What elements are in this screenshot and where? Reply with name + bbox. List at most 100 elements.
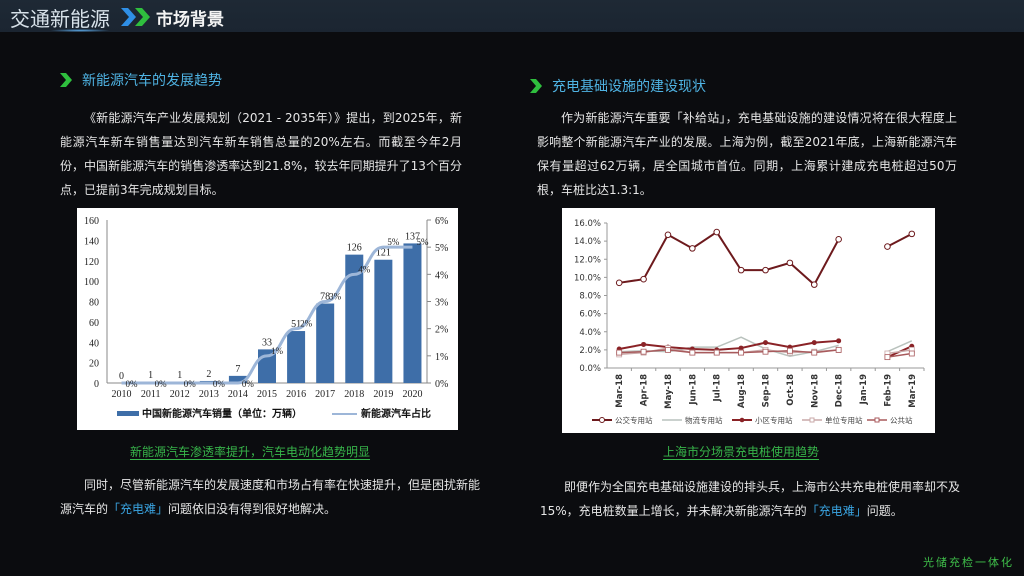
- svg-text:2020: 2020: [402, 389, 422, 400]
- svg-text:4%: 4%: [435, 270, 448, 281]
- left-caption: 新能源汽车渗透率提升，汽车电动化趋势明显: [130, 445, 371, 459]
- sales-chart-svg: 0 20 40 60 80 100 120 140 160 0% 1% 2% 3% 4% 5% 6% 0 2010…: [84, 216, 448, 420]
- svg-text:2011: 2011: [141, 389, 161, 400]
- svg-text:May-18: May-18: [664, 374, 674, 409]
- svg-text:14.0%: 14.0%: [574, 237, 601, 247]
- svg-text:40: 40: [89, 338, 99, 349]
- svg-text:2018: 2018: [344, 389, 364, 400]
- svg-text:2013: 2013: [199, 389, 219, 400]
- svg-text:Dec-18: Dec-18: [835, 374, 845, 407]
- svg-text:1: 1: [148, 370, 153, 381]
- svg-text:160: 160: [84, 216, 99, 227]
- svg-text:4%: 4%: [358, 264, 371, 274]
- svg-text:5%: 5%: [435, 243, 448, 254]
- svg-text:5%: 5%: [416, 237, 429, 247]
- svg-text:2012: 2012: [170, 389, 190, 400]
- section-title: 市场背景: [156, 10, 224, 30]
- svg-text:Apr-18: Apr-18: [640, 374, 650, 406]
- right-caption: 上海市分场景充电桩使用趋势: [663, 445, 820, 459]
- svg-text:0%: 0%: [242, 379, 255, 389]
- brand-title: 交通新能源: [10, 7, 110, 31]
- svg-text:3%: 3%: [435, 298, 448, 309]
- left-bottom-text: 同时，尽管新能源汽车的发展速度和市场占有率在快速提升，但是困扰新能源汽车的: [60, 478, 481, 516]
- svg-text:4.0%: 4.0%: [579, 328, 601, 338]
- svg-text:中国新能源汽车销量（单位：万辆）: 中国新能源汽车销量（单位：万辆）: [142, 407, 302, 420]
- svg-text:80: 80: [89, 298, 99, 309]
- svg-text:12.0%: 12.0%: [574, 255, 601, 265]
- svg-text:2016: 2016: [286, 389, 306, 400]
- sales-chart: 0 20 40 60 80 100 120 140 160 0% 1% 2% 3% 4% 5% 6% 0 2010…: [77, 208, 458, 430]
- svg-text:2010: 2010: [112, 389, 132, 400]
- svg-text:0%: 0%: [213, 379, 226, 389]
- svg-text:2%: 2%: [300, 319, 313, 329]
- svg-text:Jul-18: Jul-18: [713, 374, 723, 403]
- svg-text:3%: 3%: [329, 292, 342, 302]
- svg-text:6%: 6%: [435, 216, 448, 227]
- footer-tag: 光储充检一体化: [923, 556, 1014, 569]
- svg-text:Mar-19: Mar-19: [908, 374, 918, 408]
- svg-text:Aug-18: Aug-18: [737, 374, 747, 408]
- svg-text:0.0%: 0.0%: [579, 364, 601, 374]
- svg-text:2014: 2014: [228, 389, 248, 400]
- right-bottom-paragraph: 即便作为全国充电基础设施建设的排头兵，上海市公共充电桩使用率却不及15%，充电桩…: [540, 475, 960, 523]
- svg-text:Jan-19: Jan-19: [859, 374, 869, 405]
- svg-text:20: 20: [89, 359, 99, 370]
- svg-text:Jun-18: Jun-18: [688, 374, 698, 406]
- svg-text:0%: 0%: [155, 379, 168, 389]
- chevron-right-icon: [60, 73, 72, 87]
- header-bar: 交通新能源 市场背景: [0, 0, 1024, 32]
- svg-text:小区专用站: 小区专用站: [755, 415, 793, 425]
- svg-text:Nov-18: Nov-18: [810, 374, 820, 408]
- svg-text:单位专用站: 单位专用站: [825, 415, 863, 425]
- svg-text:16.0%: 16.0%: [574, 219, 601, 229]
- svg-text:Sep-18: Sep-18: [762, 374, 772, 407]
- left-bottom-text-end: 问题依旧没有得到很好地解决。: [168, 502, 337, 516]
- svg-text:1: 1: [177, 370, 182, 381]
- charging-difficulty-highlight: 「充电难」: [806, 504, 867, 518]
- right-paragraph: 作为新能源汽车重要「补给站」，充电基础设施的建设情况将在很大程度上影响整个新能源…: [537, 111, 957, 197]
- svg-text:公交专用站: 公交专用站: [615, 415, 653, 425]
- svg-text:0%: 0%: [126, 379, 139, 389]
- svg-text:Mar-18: Mar-18: [615, 374, 625, 408]
- svg-text:0: 0: [119, 371, 124, 382]
- svg-text:1%: 1%: [271, 346, 284, 356]
- svg-text:51: 51: [291, 319, 301, 330]
- svg-text:物流专用站: 物流专用站: [685, 415, 723, 425]
- svg-text:126: 126: [347, 243, 362, 254]
- svg-text:2%: 2%: [435, 325, 448, 336]
- svg-text:0%: 0%: [435, 379, 448, 390]
- svg-text:2.0%: 2.0%: [579, 346, 601, 356]
- svg-text:2019: 2019: [373, 389, 393, 400]
- svg-text:2015: 2015: [257, 389, 277, 400]
- usage-chart: 0.0% 2.0% 4.0% 6.0% 8.0% 10.0% 12.0% 14.0% 16.0%…: [562, 208, 935, 433]
- left-heading-text: 新能源汽车的发展趋势: [82, 73, 222, 89]
- svg-text:78: 78: [320, 292, 330, 303]
- svg-text:2: 2: [206, 369, 211, 380]
- svg-text:Oct-18: Oct-18: [786, 374, 796, 406]
- svg-text:121: 121: [376, 248, 391, 259]
- svg-text:6.0%: 6.0%: [579, 310, 601, 320]
- svg-text:60: 60: [89, 318, 99, 329]
- svg-text:新能源汽车占比: 新能源汽车占比: [361, 407, 431, 420]
- left-heading: 新能源汽车的发展趋势: [60, 70, 222, 90]
- svg-text:2017: 2017: [315, 389, 335, 400]
- left-bottom-paragraph: 同时，尽管新能源汽车的发展速度和市场占有率在快速提升，但是困扰新能源汽车的「充电…: [60, 473, 480, 521]
- svg-text:120: 120: [84, 257, 99, 268]
- svg-text:Feb-19: Feb-19: [883, 374, 893, 407]
- svg-text:10.0%: 10.0%: [574, 273, 601, 283]
- svg-text:8.0%: 8.0%: [579, 292, 601, 302]
- svg-text:137: 137: [405, 231, 420, 242]
- svg-text:100: 100: [84, 277, 99, 288]
- svg-text:0%: 0%: [184, 379, 197, 389]
- right-bottom-text-end: 问题。: [866, 504, 903, 518]
- svg-text:0: 0: [94, 379, 99, 390]
- left-paragraph: 《新能源汽车产业发展规划（2021 - 2035年）》提出，到2025年，新能源…: [60, 111, 462, 197]
- svg-text:5%: 5%: [387, 237, 400, 247]
- usage-chart-svg: 0.0% 2.0% 4.0% 6.0% 8.0% 10.0% 12.0% 14.0% 16.0%…: [574, 219, 925, 425]
- double-chevron-icon: [121, 8, 150, 26]
- svg-text:7: 7: [235, 364, 240, 375]
- brand-glow: [50, 29, 110, 32]
- chevron-right-icon: [530, 79, 542, 93]
- svg-text:1%: 1%: [435, 352, 448, 363]
- right-heading: 充电基础设施的建设现状: [530, 76, 706, 96]
